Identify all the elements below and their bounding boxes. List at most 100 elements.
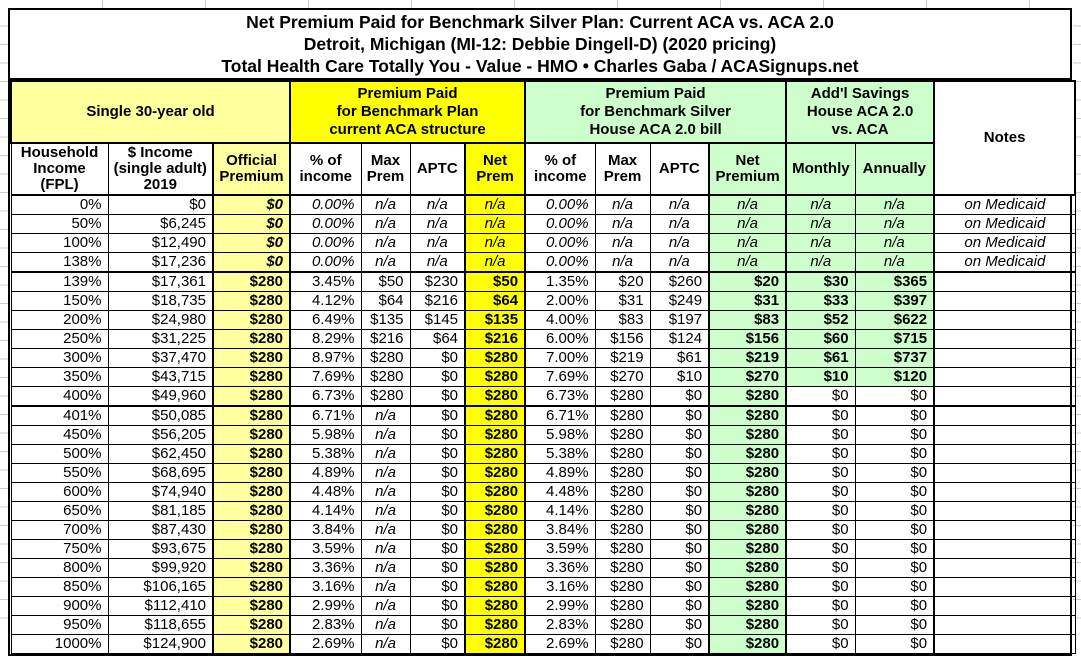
cell-aca2-max-prem: $270 — [594, 367, 651, 387]
cell-aca2-net-premium: $156 — [708, 329, 788, 349]
cell-aca-pct-income: 6.49% — [289, 310, 362, 330]
cell-official-premium: $280 — [211, 463, 292, 483]
table-row: 50% $6,245 $0 0.00% n/a n/a n/a 0.00% n/a n/a n/a n… — [10, 214, 1076, 234]
cell-aca2-max-prem: n/a — [594, 194, 651, 215]
cell-aca2-max-prem: $280 — [594, 501, 651, 521]
cell-aca2-net-premium: $280 — [708, 425, 788, 445]
section-header-notes: Notes — [933, 80, 1077, 196]
cell-income: $24,980 — [107, 310, 214, 330]
cell-official-premium: $280 — [211, 596, 292, 616]
cell-aca-net-prem: $280 — [464, 386, 527, 407]
cell-aca2-pct-income: 3.16% — [524, 577, 596, 597]
cell-aca2-pct-income: 0.00% — [524, 214, 596, 234]
cell-official-premium: $280 — [211, 482, 292, 502]
cell-income: $18,735 — [107, 291, 214, 311]
cell-fpl: 200% — [10, 310, 109, 330]
cell-aca2-max-prem: $219 — [594, 348, 651, 368]
cell-aca-pct-income: 4.12% — [289, 291, 362, 311]
section-header-aca-2-0: Premium Paid for Benchmark Silver House … — [524, 80, 788, 144]
cell-income: $99,920 — [107, 558, 214, 578]
cell-aca-aptc: $0 — [409, 425, 466, 445]
cell-notes — [933, 463, 1076, 483]
cell-notes: on Medicaid — [933, 194, 1076, 215]
table-title-block: Net Premium Paid for Benchmark Silver Pl… — [10, 10, 1070, 80]
cell-aca-net-prem: $280 — [464, 348, 527, 368]
cell-fpl: 401% — [10, 405, 109, 426]
cell-aca-aptc: $0 — [409, 348, 466, 368]
cell-aca2-aptc: $0 — [649, 615, 710, 635]
page-title-line-2: Detroit, Michigan (MI-12: Debbie Dingell… — [303, 34, 777, 54]
cell-official-premium: $0 — [211, 252, 292, 273]
cell-fpl: 750% — [10, 539, 109, 559]
cell-savings-monthly: $0 — [785, 520, 856, 540]
cell-aca-max-prem: n/a — [360, 444, 411, 464]
section-header-row: Single 30-year old Premium Paid for Benc… — [9, 80, 1077, 196]
cell-aca-pct-income: 3.59% — [289, 539, 362, 559]
cell-aca-max-prem: $280 — [360, 348, 411, 368]
cell-official-premium: $280 — [211, 634, 292, 654]
cell-notes — [933, 405, 1076, 426]
cell-notes — [933, 444, 1076, 464]
cell-fpl: 1000% — [10, 634, 109, 654]
cell-savings-monthly: $0 — [785, 634, 856, 654]
cell-aca2-aptc: $0 — [649, 386, 710, 407]
cell-savings-monthly: $61 — [785, 348, 856, 368]
cell-savings-annually: $0 — [854, 520, 935, 540]
cell-aca-net-prem: $64 — [464, 291, 527, 311]
cell-savings-annually: $0 — [854, 634, 935, 654]
cell-savings-monthly: $0 — [785, 444, 856, 464]
cell-aca-pct-income: 4.89% — [289, 463, 362, 483]
table-row: 200% $24,980 $280 6.49% $135 $145 $135 4.00% $83… — [10, 310, 1076, 330]
cell-aca-net-prem: n/a — [464, 194, 527, 215]
cell-aca2-net-premium: $31 — [708, 291, 788, 311]
cell-aca2-aptc: $61 — [649, 348, 710, 368]
cell-savings-annually: n/a — [854, 194, 935, 215]
cell-savings-monthly: $52 — [785, 310, 856, 330]
cell-aca2-pct-income: 6.73% — [524, 386, 596, 407]
cell-income: $17,361 — [107, 271, 214, 292]
cell-income: $87,430 — [107, 520, 214, 540]
cell-aca2-max-prem: $280 — [594, 558, 651, 578]
cell-fpl: 600% — [10, 482, 109, 502]
cell-aca2-net-premium: $280 — [708, 444, 788, 464]
cell-aca-pct-income: 5.98% — [289, 425, 362, 445]
cell-aca-max-prem: n/a — [360, 194, 411, 215]
cell-income: $31,225 — [107, 329, 214, 349]
cell-official-premium: $280 — [211, 425, 292, 445]
table-row: 100% $12,490 $0 0.00% n/a n/a n/a 0.00% n/a n/a n/… — [10, 233, 1076, 253]
cell-aca-aptc: $0 — [409, 501, 466, 521]
cell-aca2-aptc: $0 — [649, 634, 710, 654]
cell-official-premium: $0 — [211, 214, 292, 234]
cell-aca-aptc: $0 — [409, 577, 466, 597]
cell-aca2-pct-income: 4.14% — [524, 501, 596, 521]
cell-aca-max-prem: $280 — [360, 386, 411, 407]
cell-savings-monthly: $0 — [785, 501, 856, 521]
cell-aca2-net-premium: $280 — [708, 634, 788, 654]
cell-aca-pct-income: 0.00% — [289, 233, 362, 253]
cell-income: $17,236 — [107, 252, 214, 273]
cell-notes: on Medicaid — [933, 252, 1076, 273]
cell-aca2-aptc: $0 — [649, 405, 710, 426]
cell-aca-aptc: n/a — [409, 194, 466, 215]
cell-aca2-aptc: $197 — [649, 310, 710, 330]
cell-savings-annually: $0 — [854, 596, 935, 616]
cell-aca2-aptc: $0 — [649, 577, 710, 597]
cell-savings-monthly: $10 — [785, 367, 856, 387]
cell-aca2-pct-income: 6.71% — [524, 405, 596, 426]
cell-official-premium: $280 — [211, 271, 292, 292]
cell-savings-annually: $622 — [854, 310, 935, 330]
cell-aca-max-prem: n/a — [360, 482, 411, 502]
cell-aca2-pct-income: 0.00% — [524, 194, 596, 215]
cell-savings-annually: $0 — [854, 463, 935, 483]
cell-aca2-max-prem: $156 — [594, 329, 651, 349]
table-row: 300% $37,470 $280 8.97% $280 $0 $280 7.00% $219 $… — [10, 348, 1076, 368]
cell-income: $124,900 — [107, 634, 214, 654]
cell-aca-max-prem: n/a — [360, 405, 411, 426]
cell-aca2-aptc: $249 — [649, 291, 710, 311]
cell-savings-monthly: $0 — [785, 463, 856, 483]
cell-notes — [933, 596, 1076, 616]
cell-aca2-pct-income: 3.59% — [524, 539, 596, 559]
cell-aca-aptc: $0 — [409, 386, 466, 407]
cell-income: $118,655 — [107, 615, 214, 635]
cell-aca2-pct-income: 0.00% — [524, 233, 596, 253]
